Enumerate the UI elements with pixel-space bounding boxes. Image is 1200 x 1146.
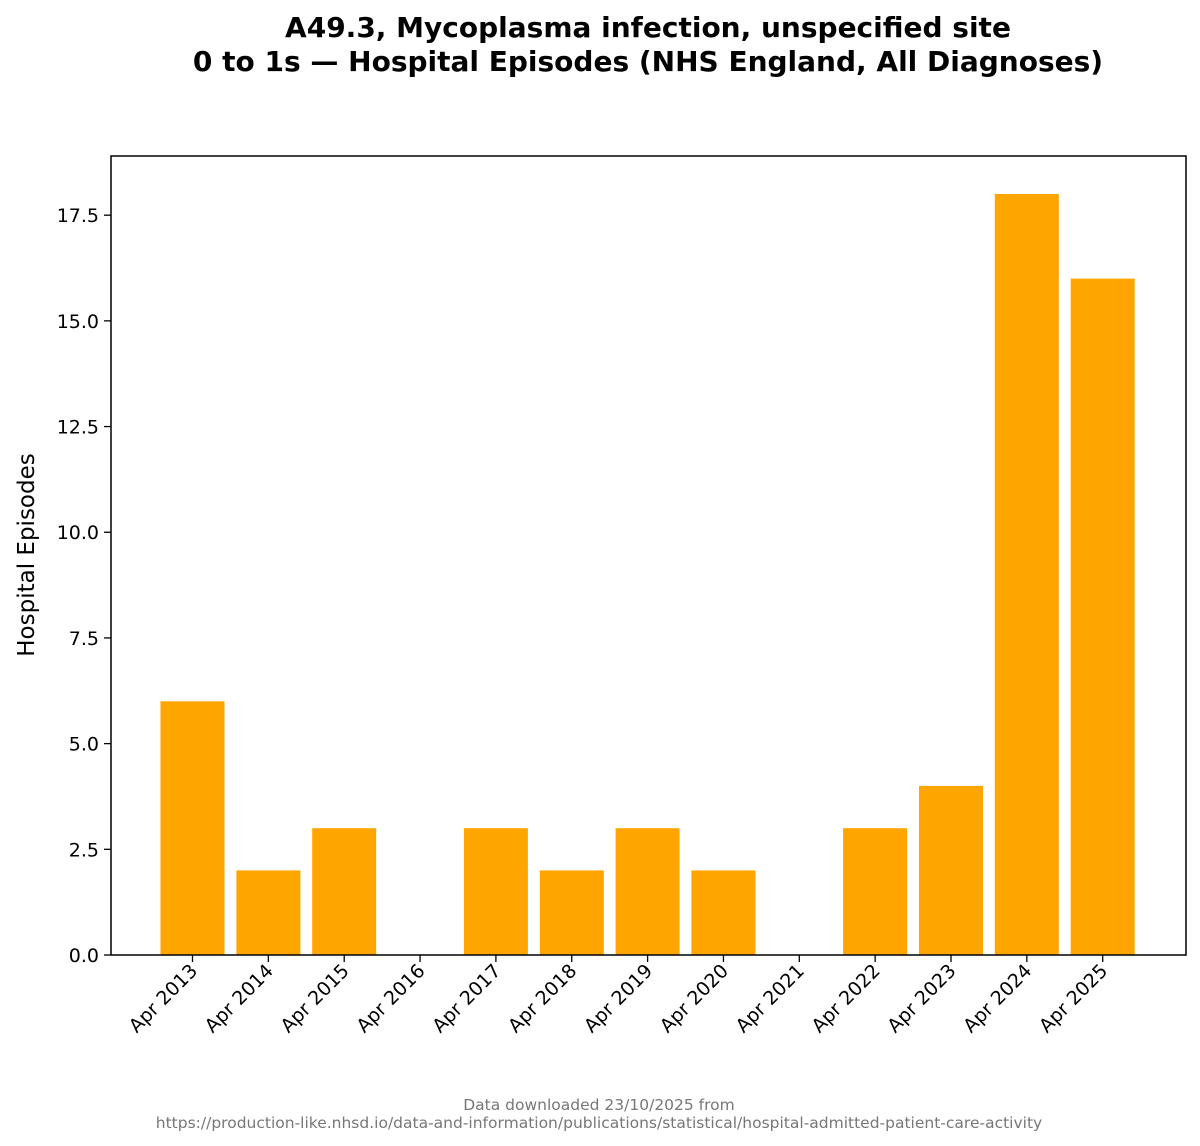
- y-tick-label: 15.0: [57, 311, 99, 333]
- chart-title: A49.3, Mycoplasma infection, unspecified…: [285, 11, 1011, 44]
- y-tick-label: 5.0: [69, 734, 99, 756]
- chart-subtitle: 0 to 1s — Hospital Episodes (NHS England…: [193, 45, 1103, 78]
- y-tick-label: 7.5: [69, 628, 99, 650]
- x-tick-label: Apr 2019: [580, 960, 657, 1037]
- x-tick-label: Apr 2023: [883, 960, 960, 1037]
- x-tick-label: Apr 2018: [504, 960, 581, 1037]
- y-tick-label: 12.5: [57, 417, 99, 439]
- y-axis-label: Hospital Episodes: [14, 453, 40, 656]
- x-tick-label: Apr 2020: [656, 960, 733, 1037]
- bar-apr-2024: [994, 194, 1059, 955]
- x-tick-label: Apr 2017: [428, 960, 505, 1037]
- x-tick-label: Apr 2021: [732, 960, 809, 1037]
- y-axis-ticks: 0.0 2.5 5.0 7.5 10.0 12.5 15.0 17.5: [57, 205, 111, 967]
- bar-apr-2018: [539, 870, 604, 955]
- bars: [160, 194, 1135, 956]
- bar-apr-2023: [919, 785, 983, 955]
- x-tick-label: Apr 2014: [201, 960, 278, 1037]
- y-tick-label: 0.0: [69, 945, 99, 967]
- x-tick-label: Apr 2025: [1035, 960, 1112, 1037]
- x-tick-label: Apr 2024: [959, 960, 1036, 1037]
- bar-apr-2019: [615, 828, 680, 955]
- bar-apr-2014: [236, 870, 301, 955]
- bar-apr-2025: [1070, 278, 1135, 956]
- bar-apr-2022: [843, 828, 908, 955]
- footer-source-line1: Data downloaded 23/10/2025 from: [463, 1096, 735, 1114]
- x-tick-label: Apr 2013: [125, 960, 202, 1037]
- bar-apr-2017: [463, 828, 528, 955]
- x-tick-label: Apr 2016: [352, 960, 429, 1037]
- x-tick-label: Apr 2022: [807, 960, 884, 1037]
- bar-apr-2015: [312, 828, 377, 955]
- plot-frame: [110, 155, 1187, 956]
- y-tick-label: 2.5: [69, 839, 99, 861]
- y-tick-label: 17.5: [57, 205, 99, 227]
- bar-apr-2020: [691, 870, 756, 955]
- footer-source-line2: https://production-like.nhsd.io/data-and…: [156, 1114, 1042, 1132]
- bar-apr-2013: [160, 701, 225, 955]
- y-tick-label: 10.0: [57, 522, 99, 544]
- x-tick-label: Apr 2015: [276, 960, 353, 1037]
